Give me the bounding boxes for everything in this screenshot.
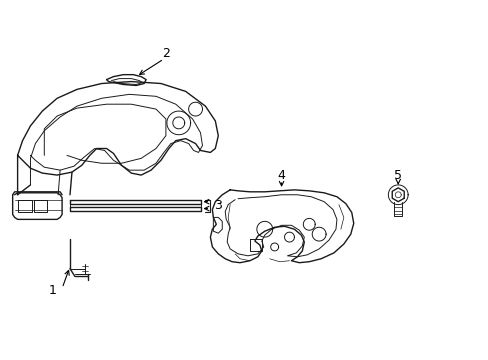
- Text: 3: 3: [214, 199, 222, 212]
- Text: 5: 5: [393, 168, 402, 181]
- Text: 2: 2: [162, 48, 169, 60]
- Text: 4: 4: [277, 168, 285, 181]
- Text: 1: 1: [48, 284, 56, 297]
